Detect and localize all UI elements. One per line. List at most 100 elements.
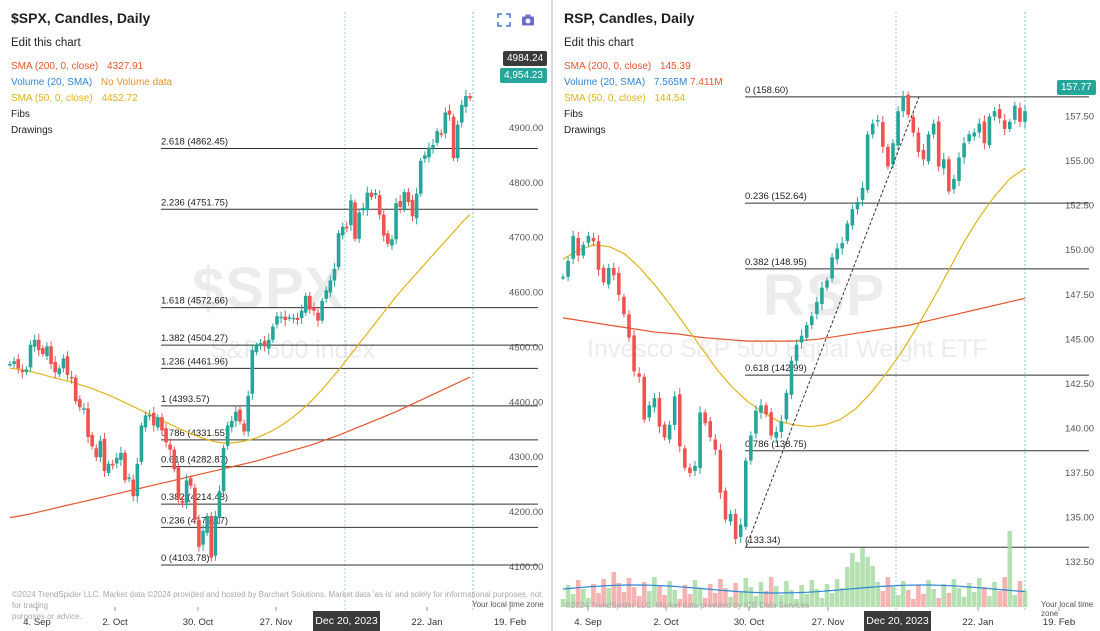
volume-bar (636, 596, 642, 607)
y-tick-label: 142.50 (1065, 379, 1094, 390)
legend-value: 4327.91 (104, 61, 144, 72)
candle-body (972, 132, 977, 137)
candle-body (160, 417, 164, 431)
candle-body (312, 307, 316, 311)
legend-label: Volume (20, SMA) (564, 77, 646, 88)
candle-body (611, 268, 616, 276)
candle-body (275, 316, 279, 325)
fib-level-label: 1.382 (4504.27) (161, 333, 228, 344)
edit-chart-link[interactable]: Edit this chart (11, 37, 81, 49)
candle-body (381, 214, 386, 236)
x-tick-label: 22. Jan (411, 617, 442, 628)
y-tick-label: 4400.00 (509, 397, 543, 408)
legend-label: SMA (50, 0, close) (564, 93, 646, 104)
volume-bar (626, 578, 632, 607)
candle-body (365, 192, 370, 211)
sma200-line (562, 297, 1026, 342)
candle-body (916, 132, 921, 153)
candle-body (53, 361, 57, 373)
candle-body (324, 290, 329, 299)
spx-candlestick-chart[interactable]: 2.618 (4862.45) 2.236 (4751.75) 1.618 (457… (0, 0, 551, 631)
candle-body (242, 423, 246, 432)
candle-body (845, 223, 850, 241)
legend-value: No Volume data (98, 77, 173, 88)
legend-item[interactable]: Drawings (564, 123, 723, 139)
volume-bar (616, 583, 622, 607)
x-tick-label: 19. Feb (494, 617, 526, 628)
candle-body (1013, 105, 1017, 120)
legend-item[interactable]: Fibs (11, 107, 172, 123)
legend-item[interactable]: Volume (20, SMA) 7.565M 7.411M (564, 75, 723, 91)
y-tick-label: 145.00 (1065, 334, 1094, 345)
candle-body (28, 344, 33, 368)
candle-body (886, 146, 890, 167)
candle-body (952, 178, 956, 190)
candle-body (24, 369, 29, 373)
candle-body (931, 123, 936, 135)
volume-bar (575, 580, 581, 607)
legend-item[interactable]: SMA (50, 0, close) 144.54 (564, 91, 723, 107)
legend-label: SMA (200, 0, close) (564, 61, 652, 72)
candle-body (168, 444, 172, 450)
rsp-candlestick-chart[interactable]: 0 (158.60) 0.236 (152.64) 0.382 (148.95) 0.… (553, 0, 1100, 631)
candle-body (332, 268, 337, 281)
y-tick-label: 132.50 (1065, 557, 1094, 568)
edit-chart-link[interactable]: Edit this chart (564, 37, 634, 49)
indicator-legend: SMA (200, 0, close) 145.39 Volume (20, SM… (564, 59, 723, 139)
volume-bar (621, 592, 627, 607)
legend-item[interactable]: SMA (200, 0, close) 145.39 (564, 59, 723, 75)
volume-bar (860, 548, 865, 607)
fib-level-label: 0.786 (138.75) (745, 439, 807, 450)
candle-body (127, 477, 131, 480)
legend-item[interactable]: Fibs (564, 107, 723, 123)
candle-body (188, 478, 193, 486)
volume-bar (652, 577, 657, 607)
spx-chart-panel[interactable]: $SPX S&P 500 index 2.618 (4862.45) 2.236 … (0, 0, 553, 631)
candle-body (840, 243, 845, 249)
candle-body (728, 514, 733, 522)
candle-body (774, 432, 779, 438)
y-tick-label: 4800.00 (509, 178, 543, 189)
candle-body (769, 412, 773, 436)
fib-level-label: 0.382 (148.95) (745, 257, 807, 268)
volume-bar (804, 594, 809, 607)
fib-level-label: 2.618 (4862.45) (161, 137, 228, 148)
legend-item[interactable]: SMA (50, 0, close) 4452.72 (11, 91, 172, 107)
candle-body (830, 257, 834, 279)
candle-body (901, 96, 905, 112)
y-tick-label: 157.50 (1065, 111, 1094, 122)
camera-icon[interactable] (521, 13, 535, 27)
legend-item[interactable]: Volume (20, SMA) No Volume data (11, 75, 172, 91)
local-timezone-label[interactable]: Your local time zone (1041, 600, 1094, 618)
candle-body (464, 96, 468, 107)
rsp-chart-panel[interactable]: RSP Invesco S&P 500 Equal Weight ETF 0 (… (553, 0, 1100, 631)
candle-body (32, 339, 37, 347)
candle-body (349, 200, 353, 226)
local-timezone-label[interactable]: Your local time zone (472, 600, 544, 609)
candle-body (693, 465, 697, 471)
candle-body (61, 358, 66, 369)
volume-bar (1007, 531, 1013, 607)
candle-body (402, 192, 407, 209)
candle-body (98, 440, 103, 458)
candle-body (632, 335, 636, 372)
expand-icon[interactable] (497, 13, 511, 27)
x-tick-label: 22. Jan (962, 617, 993, 628)
candle-body (86, 408, 90, 437)
candle-body (617, 273, 621, 295)
last-price-badge: 4,954.23 (500, 68, 547, 83)
volume-bar (926, 580, 931, 607)
candle-body (295, 317, 300, 321)
candle-body (279, 316, 283, 319)
sma200-line (9, 376, 471, 519)
legend-value-2: 7.411M (687, 77, 723, 88)
legend-item[interactable]: SMA (200, 0, close) 4327.91 (11, 59, 172, 75)
volume-bar (814, 589, 820, 607)
candle-body (410, 199, 415, 217)
candle-body (809, 316, 814, 326)
candle-body (683, 448, 687, 468)
volume-bar (758, 582, 764, 607)
legend-item[interactable]: Drawings (11, 123, 172, 139)
candle-body (596, 241, 601, 270)
y-tick-label: 147.50 (1065, 290, 1094, 301)
